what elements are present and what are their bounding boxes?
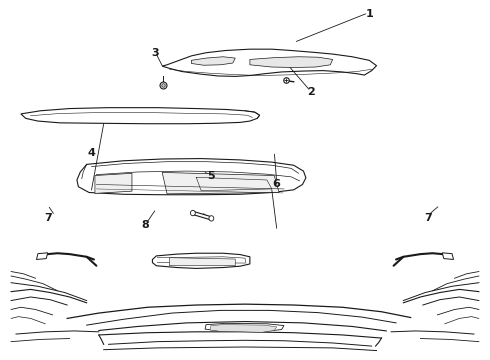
Polygon shape (36, 253, 48, 260)
Polygon shape (210, 325, 277, 332)
Polygon shape (95, 173, 132, 193)
Text: 7: 7 (424, 212, 432, 222)
Polygon shape (162, 49, 376, 76)
Polygon shape (193, 211, 212, 220)
Polygon shape (205, 323, 284, 331)
Text: 6: 6 (273, 179, 281, 189)
Polygon shape (442, 253, 454, 260)
Ellipse shape (209, 216, 214, 221)
Text: 3: 3 (151, 48, 159, 58)
Polygon shape (77, 158, 306, 195)
Text: 7: 7 (44, 212, 51, 222)
Text: 4: 4 (88, 148, 96, 158)
Polygon shape (152, 253, 250, 269)
Polygon shape (170, 258, 235, 266)
Text: 5: 5 (207, 171, 215, 181)
Polygon shape (162, 172, 279, 194)
Text: 2: 2 (307, 87, 315, 98)
Polygon shape (192, 57, 235, 65)
Text: 1: 1 (366, 9, 373, 19)
Text: 8: 8 (141, 220, 149, 230)
Polygon shape (250, 57, 333, 67)
Polygon shape (21, 108, 260, 124)
Ellipse shape (191, 210, 196, 216)
